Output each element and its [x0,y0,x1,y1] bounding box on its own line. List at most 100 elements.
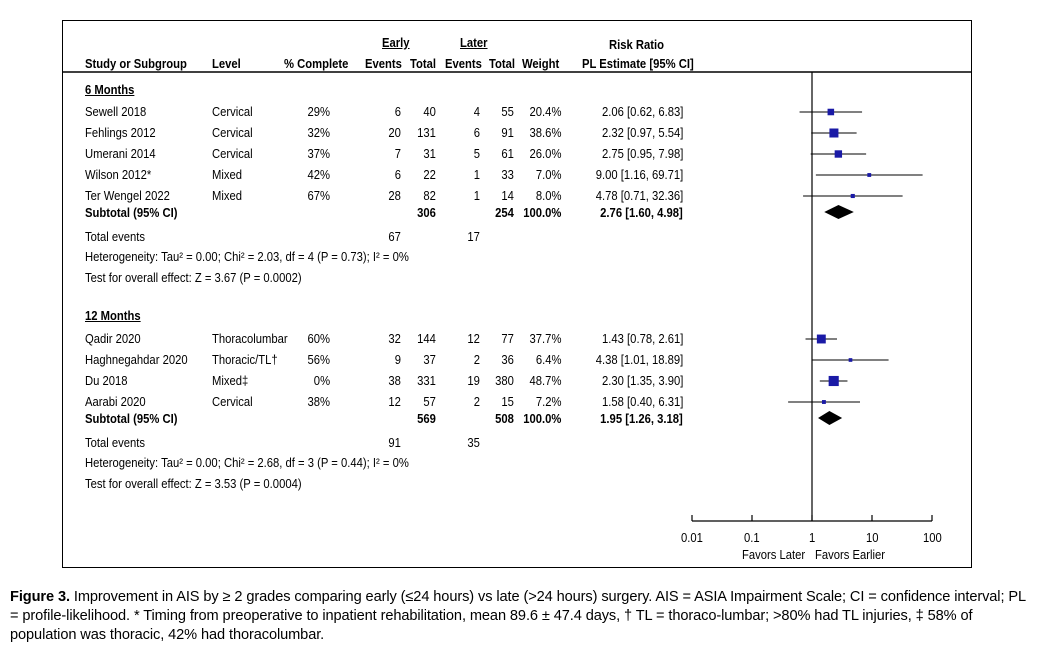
later-total: 380 [495,374,514,388]
total-events-label: Total events [85,436,146,450]
study-level: Mixed [212,189,243,203]
early-events: 6 [394,105,401,119]
heterogeneity-text: Heterogeneity: Tau² = 0.00; Chi² = 2.03,… [85,250,409,264]
total-events-early: 67 [388,230,401,244]
total-events-early: 91 [388,436,401,450]
later-events: 19 [467,374,480,388]
subtotal-early-total: 569 [417,412,436,426]
study-point-marker [867,173,872,177]
study-ci: 2.06 [0.62, 6.83] [601,105,683,119]
early-events: 38 [388,374,401,388]
later-total: 77 [501,332,514,346]
header-risk-ratio: Risk Ratio [609,38,665,52]
study-weight: 6.4% [535,353,561,367]
axis-tick-label: 10 [865,531,879,545]
study-point-marker [834,150,843,158]
study-point-marker [850,193,855,199]
overall-effect-text: Test for overall effect: Z = 3.53 (P = 0… [85,477,302,491]
study-complete: 32% [307,126,330,140]
study-weight: 37.7% [529,332,561,346]
study-complete: 0% [313,374,330,388]
caption-label: Figure 3. [10,589,70,605]
study-level: Cervical [212,147,253,161]
later-total: 36 [501,353,514,367]
study-point-marker [827,108,835,116]
header-study: Study or Subgroup [85,57,187,71]
header-later-events: Events [445,57,482,71]
header-later-total: Total [489,57,516,71]
study-point-marker [828,375,839,387]
study-level: Mixed‡ [212,374,249,388]
later-events: 5 [473,147,480,161]
header-early-events: Events [365,57,402,71]
later-total: 15 [501,395,514,409]
study-level: Mixed [212,168,243,182]
study-level: Cervical [212,395,253,409]
study-ci: 2.32 [0.97, 5.54] [601,126,683,140]
study-ci: 2.75 [0.95, 7.98] [601,147,683,161]
subtotal-diamond [818,411,843,425]
axis-tick-label: 0.01 [681,531,703,545]
subtotal-ci: 2.76 [1.60, 4.98] [600,206,683,220]
study-ci: 4.78 [0.71, 32.36] [595,189,683,203]
subtotal-label: Subtotal (95% CI) [85,412,178,426]
header-weight: Weight [522,57,560,71]
header-early-group: Early [382,36,410,50]
axis-tick-label: 100 [922,531,942,545]
study-point-marker [848,358,853,362]
later-total: 61 [501,147,514,161]
header-rr-estimate: PL Estimate [95% CI] [582,57,694,71]
early-events: 20 [388,126,401,140]
group-title: 12 Months [85,309,141,323]
later-total: 55 [501,105,514,119]
study-name: Du 2018 [85,374,128,388]
header-level: Level [212,57,241,71]
total-events-later: 17 [467,230,480,244]
overall-effect-text: Test for overall effect: Z = 3.67 (P = 0… [85,271,302,285]
study-ci: 1.43 [0.78, 2.61] [601,332,683,346]
study-name: Fehlings 2012 [85,126,156,140]
study-name: Wilson 2012* [85,168,152,182]
subtotal-diamond [824,205,854,219]
subtotal-later-total: 254 [495,206,514,220]
axis-tick-label: 1 [808,531,816,545]
subtotal-label: Subtotal (95% CI) [85,206,178,220]
later-events: 2 [473,353,480,367]
early-events: 28 [388,189,401,203]
heterogeneity-text: Heterogeneity: Tau² = 0.00; Chi² = 2.68,… [85,456,409,470]
subtotal-ci: 1.95 [1.26, 3.18] [600,412,683,426]
study-ci: 4.38 [1.01, 18.89] [595,353,683,367]
study-level: Thoracic/TL† [212,353,278,367]
favors-earlier-label: Favors Earlier [815,548,886,562]
study-name: Sewell 2018 [85,105,147,119]
study-complete: 29% [307,105,330,119]
figure-caption: Figure 3. Improvement in AIS by ≥ 2 grad… [10,588,1028,645]
early-events: 7 [394,147,401,161]
study-weight: 8.0% [535,189,561,203]
study-weight: 26.0% [529,147,561,161]
study-complete: 67% [307,189,330,203]
subtotal-later-total: 508 [495,412,514,426]
later-total: 91 [501,126,514,140]
study-complete: 60% [307,332,330,346]
study-level: Cervical [212,105,253,119]
study-complete: 38% [307,395,330,409]
early-events: 6 [394,168,401,182]
study-level: Thoracolumbar [212,332,288,346]
total-events-later: 35 [467,436,480,450]
header-later-group: Later [460,36,488,50]
later-total: 14 [501,189,514,203]
early-total: 57 [423,395,436,409]
study-ci: 1.58 [0.40, 6.31] [601,395,683,409]
later-events: 4 [473,105,480,119]
early-total: 22 [423,168,436,182]
study-ci: 9.00 [1.16, 69.71] [595,168,683,182]
axis-tick-label: 0.1 [744,531,760,545]
study-name: Haghnegahdar 2020 [85,353,188,367]
study-point-marker [821,400,826,404]
header-early-total: Total [410,57,437,71]
later-events: 1 [473,189,480,203]
early-total: 40 [423,105,436,119]
subtotal-early-total: 306 [417,206,436,220]
study-weight: 48.7% [529,374,561,388]
